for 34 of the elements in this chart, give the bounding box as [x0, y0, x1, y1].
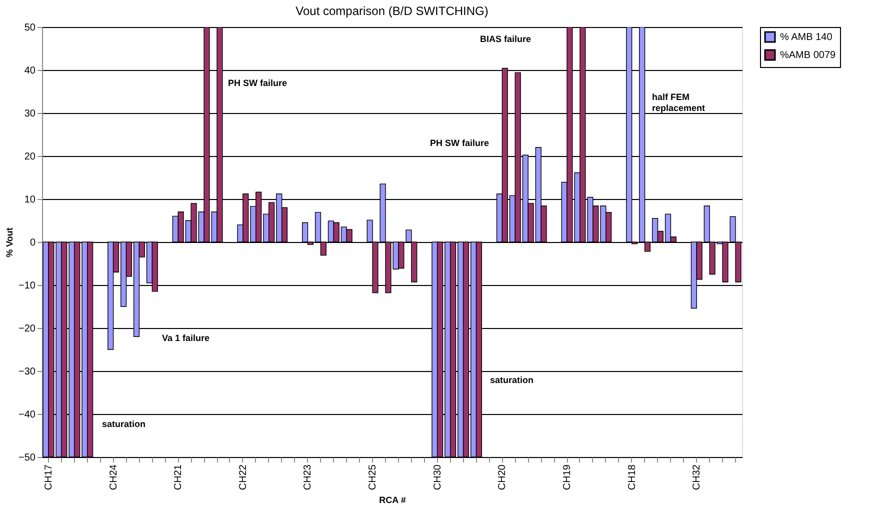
x-tick-label: CH25: [368, 464, 379, 490]
y-tick-label: 50: [24, 22, 36, 34]
y-tick-label: 10: [24, 194, 36, 206]
chart-title: Vout comparison (B/D SWITCHING): [296, 4, 488, 18]
y-tick-label: −40: [18, 410, 36, 420]
x-tick-label: CH18: [626, 464, 638, 490]
y-tick-label: −10: [18, 280, 36, 292]
y-tick-label: −30: [18, 366, 36, 378]
annotation: Va 1 failure: [162, 333, 210, 343]
legend-label: %AMB 0079: [780, 50, 836, 61]
x-tick-label: CH30: [432, 464, 444, 490]
x-tick-label: CH21: [173, 464, 184, 490]
y-axis-title: % Vout: [4, 228, 15, 258]
x-tick-label: CH24: [108, 464, 120, 490]
annotation: half FEM replacement: [652, 92, 706, 113]
y-tick-label: 30: [24, 108, 36, 120]
x-axis-title: RCA #: [379, 495, 406, 506]
annotation: PH SW failure: [228, 78, 288, 88]
annotation: saturation: [102, 419, 146, 429]
x-tick-label: CH19: [562, 464, 573, 490]
annotation: BIAS failure: [480, 34, 532, 44]
annotation: saturation: [490, 375, 534, 385]
x-tick-label: CH32: [692, 464, 703, 490]
x-tick-label: CH22: [238, 464, 249, 490]
legend-label: % AMB 140: [780, 32, 833, 43]
y-tick-label: 0: [30, 238, 36, 248]
y-tick-label: −20: [18, 324, 36, 334]
y-tick-label: 40: [24, 66, 36, 76]
x-tick-label: CH20: [497, 464, 508, 490]
x-tick-label: CH17: [43, 464, 54, 490]
x-tick-label: CH23: [302, 464, 314, 490]
y-tick-label: 20: [24, 152, 36, 162]
annotation: PH SW failure: [430, 138, 490, 148]
y-tick-label: −50: [18, 452, 36, 464]
